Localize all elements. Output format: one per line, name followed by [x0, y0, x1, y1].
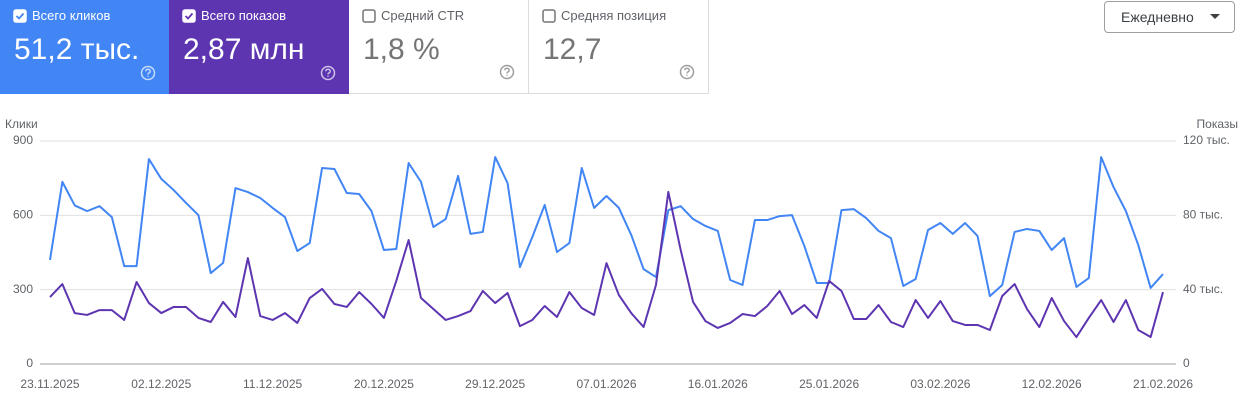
- y2-tick-label: 40 тыс.: [1183, 282, 1223, 296]
- x-tick-label: 23.11.2025: [20, 377, 79, 391]
- y2-tick-label: 80 тыс.: [1183, 208, 1223, 222]
- help-circle: [499, 64, 515, 80]
- metric-card[interactable]: Всего показов 2,87 млн: [169, 0, 349, 94]
- x-tick-label: 02.12.2025: [131, 377, 191, 391]
- x-tick-label: 11.12.2025: [243, 377, 302, 391]
- metric-value: 2,87 млн: [183, 33, 305, 66]
- help-circle: [140, 65, 156, 81]
- help-icon: [499, 64, 515, 80]
- dropdown-arrow: [1210, 14, 1220, 19]
- y2-axis-title: Показы: [1197, 117, 1238, 131]
- help-icon: [679, 64, 695, 80]
- y2-tick-label: 0: [1183, 356, 1190, 370]
- x-tick-label: 03.02.2026: [910, 377, 970, 391]
- help-mark: [504, 67, 510, 76]
- y-tick-label: 0: [26, 356, 33, 370]
- help-mark: [325, 68, 331, 77]
- metric-value: 1,8 %: [363, 33, 440, 66]
- checkbox: [182, 9, 196, 23]
- checkbox: [542, 9, 556, 23]
- y-tick-label: 900: [13, 133, 33, 147]
- metric-cards: Всего кликов 51,2 тыс. Всего показов 2,87 м…: [0, 0, 709, 94]
- metric-label: Всего кликов: [32, 8, 111, 23]
- checkbox-box: [362, 9, 376, 23]
- x-tick-label: 25.01.2026: [799, 377, 859, 391]
- x-tick-label: 21.02.2026: [1133, 377, 1193, 391]
- checkbox-box: [13, 9, 27, 23]
- checkbox-box: [182, 9, 196, 23]
- x-tick-label: 16.01.2026: [688, 377, 748, 391]
- checkmark: [184, 12, 194, 20]
- y-tick-label: 300: [13, 282, 33, 296]
- help-mark: [145, 68, 151, 77]
- checkmark: [15, 12, 25, 20]
- period-label: Ежедневно: [1121, 9, 1194, 25]
- metric-label: Средняя позиция: [561, 8, 667, 23]
- x-tick-label: 07.01.2026: [576, 377, 636, 391]
- help-circle: [320, 65, 336, 81]
- help-mark: [684, 67, 690, 76]
- x-tick-label: 29.12.2025: [465, 377, 525, 391]
- data-line: [49, 190, 1164, 339]
- checkbox: [13, 9, 27, 23]
- help-icon: [320, 65, 336, 81]
- metric-value: 12,7: [543, 33, 602, 66]
- checkbox: [362, 9, 376, 23]
- metric-card[interactable]: Средняя позиция 12,7: [529, 0, 709, 94]
- help-icon: [140, 65, 156, 81]
- x-tick-label: 20.12.2025: [354, 377, 414, 391]
- y-axis-title: Клики: [5, 117, 38, 131]
- checkbox-box: [542, 9, 556, 23]
- x-tick-label: 12.02.2026: [1022, 377, 1082, 391]
- data-line: [49, 156, 1164, 298]
- help-circle: [679, 64, 695, 80]
- metric-label: Средний CTR: [381, 8, 465, 23]
- metric-label: Всего показов: [201, 8, 286, 23]
- y-tick-label: 600: [13, 208, 33, 222]
- metric-card[interactable]: Средний CTR 1,8 %: [349, 0, 529, 94]
- y2-tick-label: 120 тыс.: [1183, 133, 1230, 147]
- metric-value: 51,2 тыс.: [14, 33, 140, 66]
- period-select[interactable]: Ежедневно: [1104, 1, 1235, 33]
- metric-card[interactable]: Всего кликов 51,2 тыс.: [0, 0, 169, 94]
